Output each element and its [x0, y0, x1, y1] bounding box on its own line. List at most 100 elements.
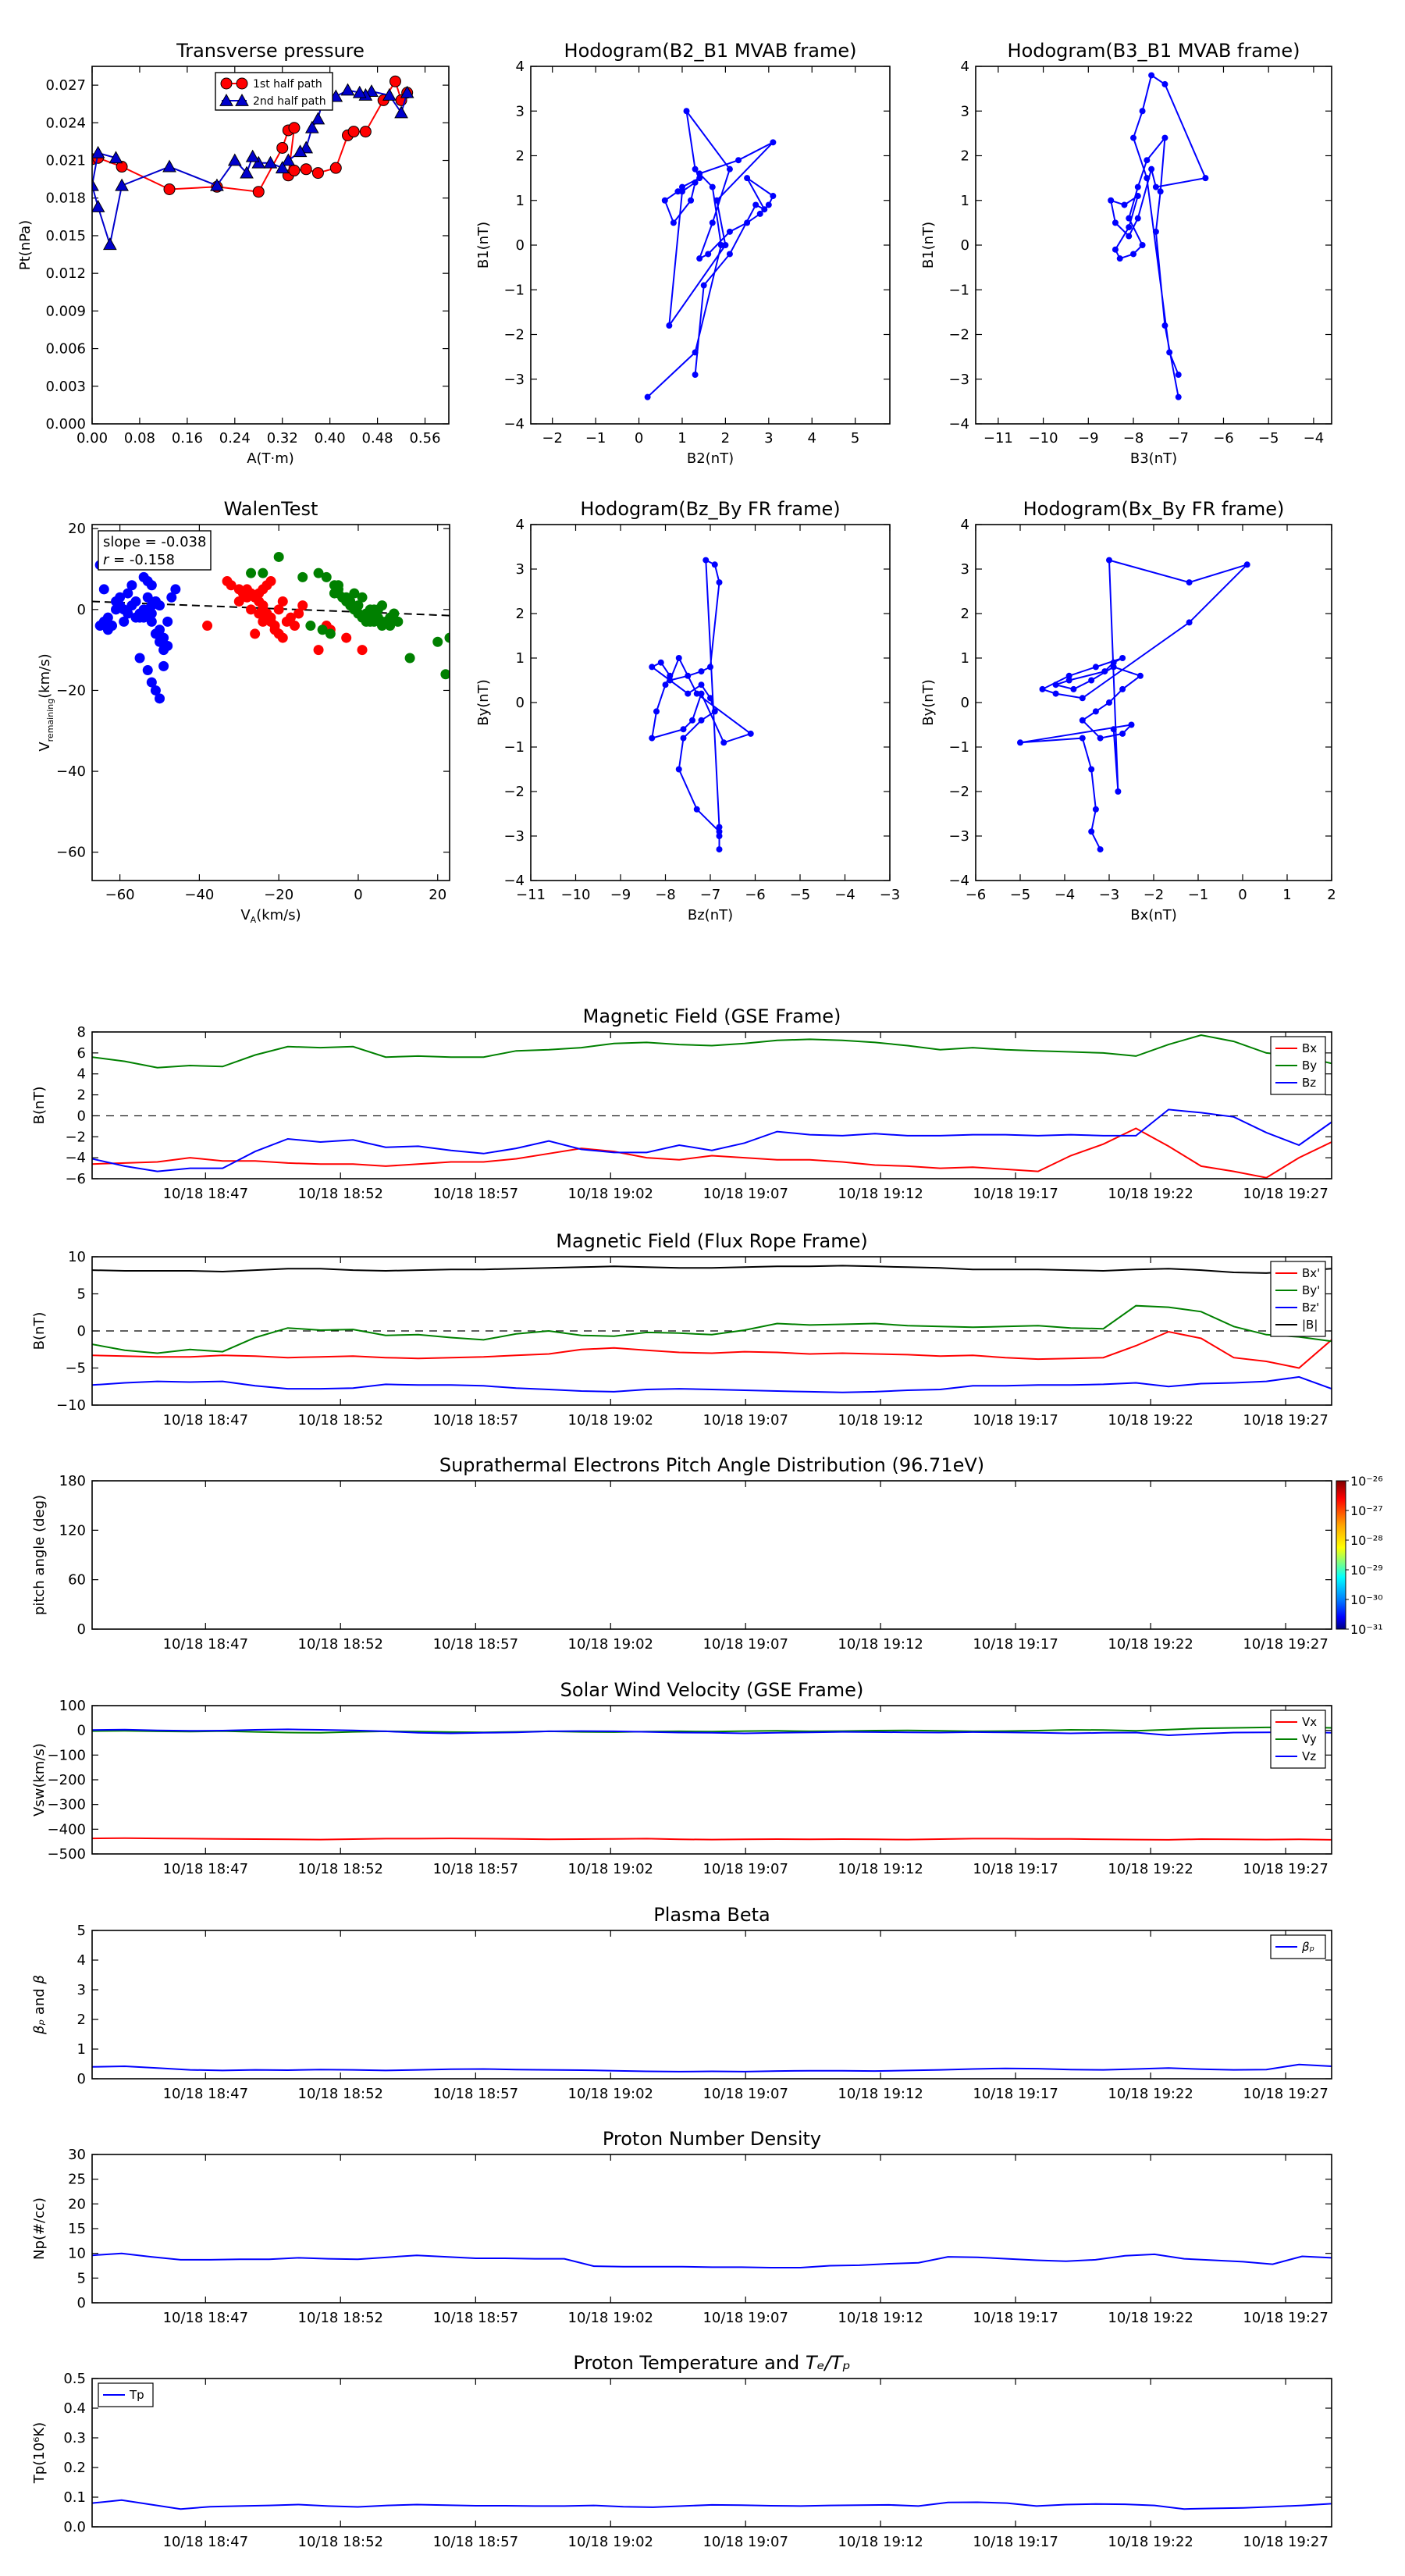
scatter-point	[202, 621, 213, 632]
data-point	[726, 165, 733, 173]
colorbar	[1336, 1480, 1346, 1630]
chart-panel-6: Magnetic Field (GSE Frame) B(nT) −6 −4 −2 0 2 4…	[31, 1005, 1332, 1202]
y-tick-label: 0.015	[45, 228, 86, 244]
y-axis-label-8: pitch angle (deg)	[31, 1495, 48, 1615]
scatter-point	[233, 596, 244, 607]
data-point	[702, 557, 710, 564]
legend-label: Bz'	[1302, 1300, 1319, 1315]
scatter-point	[313, 645, 324, 656]
x-tick-label: −40	[184, 887, 214, 903]
x-tick-label: 10/18 19:22	[1108, 2086, 1193, 2102]
series-line	[1019, 559, 1248, 850]
data-point	[1039, 685, 1046, 692]
x-tick-label: 20	[429, 887, 446, 903]
y-tick-label: 5	[77, 1923, 86, 1939]
legend-marker	[236, 77, 248, 90]
scatter-point	[155, 693, 165, 704]
data-point	[227, 153, 242, 166]
chart-title-1: Hodogram(B2_B1 MVAB frame)	[564, 40, 857, 62]
colorbar-label: 10⁻²⁶	[1350, 1474, 1383, 1489]
scatter-point	[353, 608, 364, 619]
x-tick-label: −7	[700, 887, 721, 903]
y-tick-label: 0.1	[63, 2489, 86, 2506]
y-label-and: and	[31, 1984, 48, 2019]
data-point	[382, 87, 397, 101]
data-point	[1202, 175, 1209, 182]
x-tick-label: 10/18 18:47	[163, 1186, 248, 1202]
x-tick-label: 10/18 18:52	[298, 1636, 383, 1653]
legend-label: 2nd half path	[253, 95, 326, 108]
data-point	[1106, 699, 1112, 706]
data-point	[1097, 735, 1104, 742]
series-line	[92, 1304, 1332, 1354]
x-tick-label: −5	[790, 887, 811, 903]
plot-area	[92, 2252, 1332, 2268]
plot-frame-11	[91, 2154, 1332, 2304]
scatter-point	[150, 628, 161, 639]
scatter-point	[258, 616, 269, 627]
y-tick-label: 5	[77, 1286, 86, 1303]
x-tick-label: 5	[851, 430, 859, 447]
y-tick-label: 4	[516, 517, 525, 533]
data-point	[688, 197, 695, 204]
data-point	[1134, 193, 1141, 200]
scatter-point	[254, 608, 265, 619]
scatter-point	[325, 628, 336, 639]
data-point	[735, 157, 742, 164]
scatter-point	[142, 592, 153, 603]
data-point	[693, 690, 700, 697]
y-tick-label: 2	[77, 2012, 86, 2028]
scatter-point	[94, 621, 105, 632]
x-tick-label: 0.00	[76, 430, 108, 447]
data-point	[1097, 846, 1104, 853]
y-axis-label-0: Pt(nPa)	[17, 220, 34, 270]
data-point	[311, 112, 325, 125]
x-tick-label: 10/18 18:47	[163, 2086, 248, 2102]
scatter-point	[258, 600, 269, 611]
scatter-point	[393, 616, 404, 627]
y-tick-label: −4	[948, 873, 969, 889]
plot-area	[92, 1726, 1332, 1841]
y-tick-label: −3	[948, 372, 969, 388]
y-tick-label: 0.5	[63, 2371, 86, 2387]
annotation-r: r = -0.158	[103, 552, 175, 568]
data-point	[115, 178, 129, 191]
data-point	[1148, 165, 1155, 173]
scatter-point	[146, 677, 157, 688]
data-point	[662, 681, 669, 688]
scatter-point	[258, 568, 269, 578]
x-axis-label-2: B3(nT)	[1130, 450, 1177, 467]
scatter-point	[119, 616, 130, 627]
scatter-point	[226, 580, 237, 591]
x-tick-label: −4	[1304, 430, 1325, 447]
x-tick-label: 10/18 19:07	[702, 1636, 788, 1653]
data-point	[400, 85, 414, 98]
data-point	[1112, 219, 1119, 226]
y-tick-label: −6	[65, 1171, 86, 1187]
data-point	[1079, 735, 1086, 742]
data-point	[1130, 251, 1137, 258]
x-tick-label: 10/18 19:17	[973, 1636, 1058, 1653]
scatter-point	[341, 592, 352, 603]
y-tick-label: 3	[961, 561, 969, 578]
data-point	[698, 717, 705, 724]
data-point	[288, 164, 301, 176]
series-line	[92, 1034, 1332, 1069]
chart-panel-9: Solar Wind Velocity (GSE Frame) Vsw(km/s)…	[31, 1679, 1332, 1877]
x-tick-label: 10/18 19:12	[838, 1412, 923, 1429]
chart-panel-4: Hodogram(Bz_By FR frame) By(nT) Bz(nT) −4 −3…	[475, 498, 900, 923]
data-point	[670, 219, 677, 226]
data-point	[685, 672, 692, 679]
chart-title-text: Proton Temperature and	[573, 2352, 805, 2374]
scatter-point	[385, 621, 396, 632]
x-tick-label: −6	[966, 887, 987, 903]
data-point	[92, 199, 105, 212]
data-point	[722, 242, 729, 248]
y-axis-label-1: B1(nT)	[475, 222, 492, 269]
series-line	[92, 1330, 1332, 1369]
data-point	[304, 120, 319, 133]
y-tick-label: 0.2	[63, 2460, 86, 2476]
data-point	[251, 155, 266, 169]
y-tick-label: 4	[516, 59, 525, 75]
chart-panel-7: Magnetic Field (Flux Rope Frame) B(nT) −10…	[31, 1230, 1332, 1429]
